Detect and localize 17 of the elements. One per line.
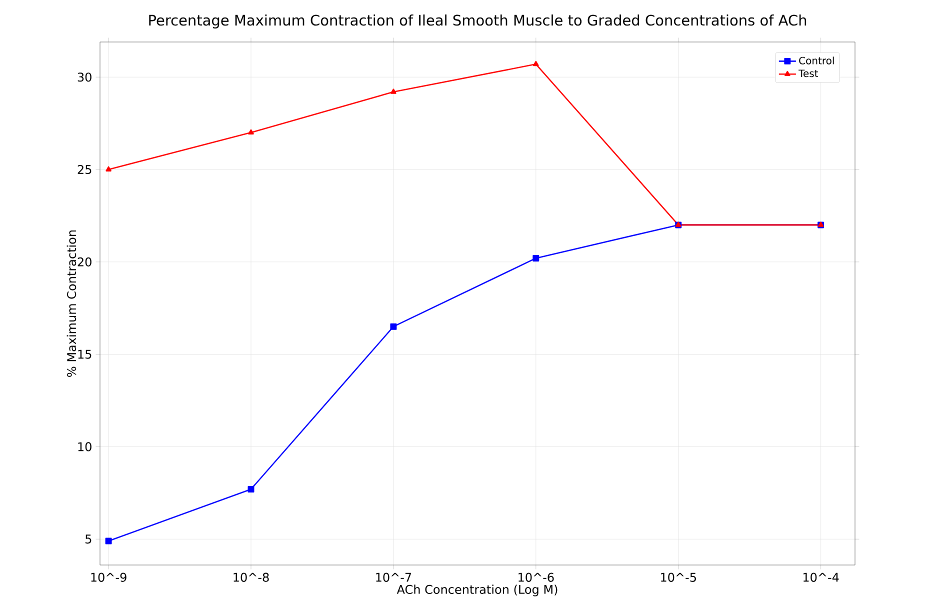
y-tick-label: 15: [78, 350, 92, 359]
y-tick-label: 5: [86, 534, 92, 544]
x-tick-label: 10^-8: [234, 572, 269, 582]
x-tick-label: 10^-9: [91, 572, 126, 582]
y-tick-label: 30: [78, 72, 92, 82]
x-tick-label: 10^-5: [661, 572, 696, 582]
legend-label: Control: [799, 56, 834, 64]
x-tick-label: 10^-7: [376, 572, 412, 582]
x-tick-label: 10^-4: [803, 572, 839, 582]
x-axis-title: ACh Concentration (Log M): [396, 584, 558, 596]
y-tick-label: 20: [78, 257, 92, 266]
y-tick-label: 10: [78, 442, 92, 452]
chart-title: Percentage Maximum Contraction of Ileal Smooth Muscle to Graded Concentrations of ACh: [149, 14, 806, 28]
x-tick-label: 10^-6: [518, 572, 554, 582]
y-tick-label: 25: [78, 164, 92, 174]
y-axis-title: % Maximum Contraction: [66, 230, 76, 377]
legend-label: Test: [798, 70, 818, 78]
